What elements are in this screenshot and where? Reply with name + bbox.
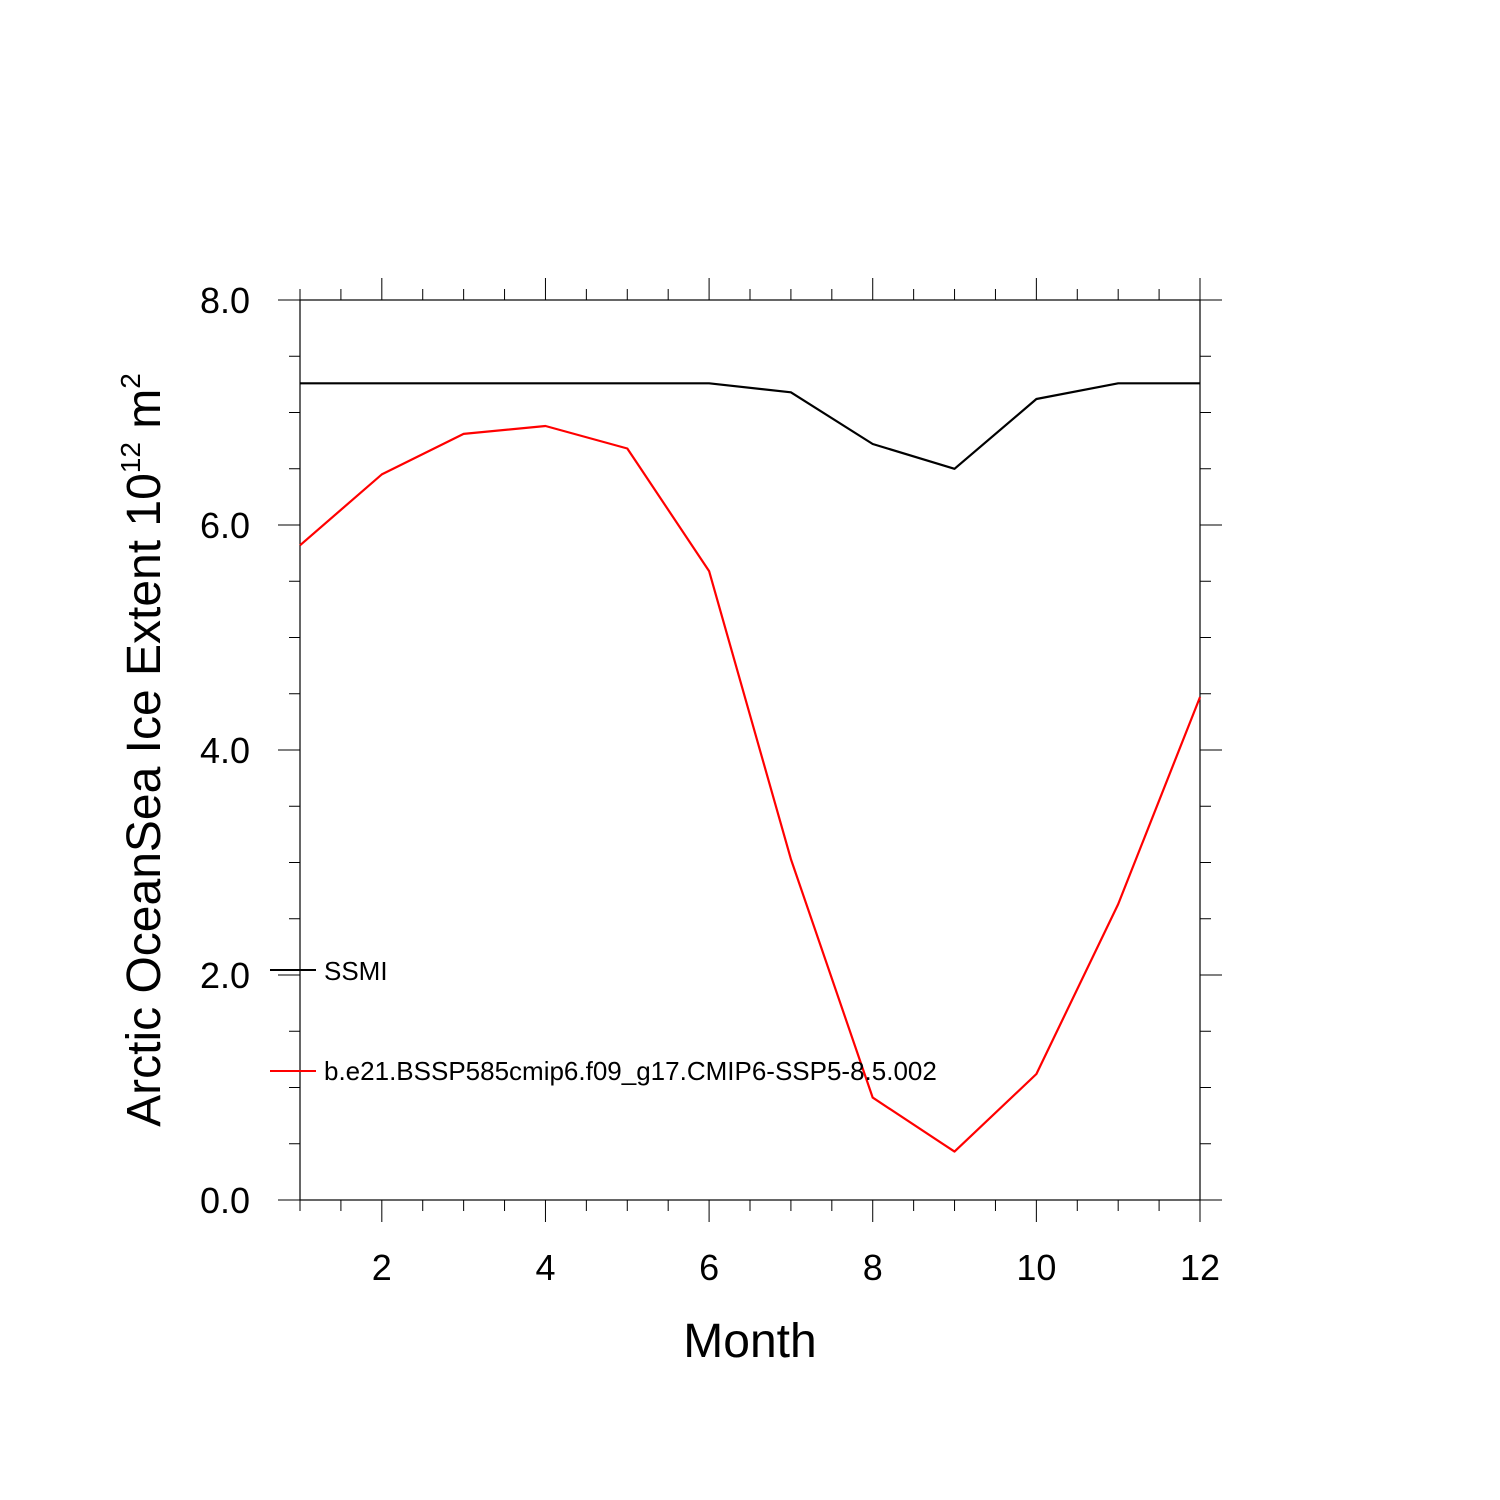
- x-tick-label: 12: [1180, 1247, 1220, 1288]
- x-tick-label: 2: [372, 1247, 392, 1288]
- y-tick-label: 4.0: [200, 730, 250, 771]
- y-axis-title-exponent: 12: [115, 442, 146, 473]
- y-tick-label: 6.0: [200, 505, 250, 546]
- y-axis-title-unit-exponent: 2: [115, 373, 146, 389]
- x-tick-label: 6: [699, 1247, 719, 1288]
- axis-ticks: [278, 278, 1222, 1222]
- legend: SSMI b.e21.BSSP585cmip6.f09_g17.CMIP6-SS…: [270, 956, 937, 1086]
- y-tick-label: 2.0: [200, 955, 250, 996]
- x-tick-label: 8: [863, 1247, 883, 1288]
- series-line-1: [299, 424, 1202, 1153]
- series-lines: [299, 382, 1202, 1153]
- series-line-0: [300, 382, 1200, 470]
- y-tick-label: 0.0: [200, 1180, 250, 1221]
- legend-label-model: b.e21.BSSP585cmip6.f09_g17.CMIP6-SSP5-8.…: [324, 1056, 937, 1086]
- x-tick-label: 4: [535, 1247, 555, 1288]
- tick-labels: 2 4 6 8 10 12 0.0 2.0 4.0 6.0 8.0: [200, 280, 1220, 1288]
- x-tick-label: 10: [1016, 1247, 1056, 1288]
- y-axis-title-main: Arctic OceanSea Ice Extent 10: [118, 473, 171, 1127]
- y-tick-label: 8.0: [200, 280, 250, 321]
- legend-label-ssmi: SSMI: [324, 956, 388, 986]
- y-axis-title: Arctic OceanSea Ice Extent 1012 m2: [115, 373, 171, 1127]
- y-axis-title-unit: m: [118, 389, 171, 442]
- x-axis-title: Month: [683, 1315, 816, 1368]
